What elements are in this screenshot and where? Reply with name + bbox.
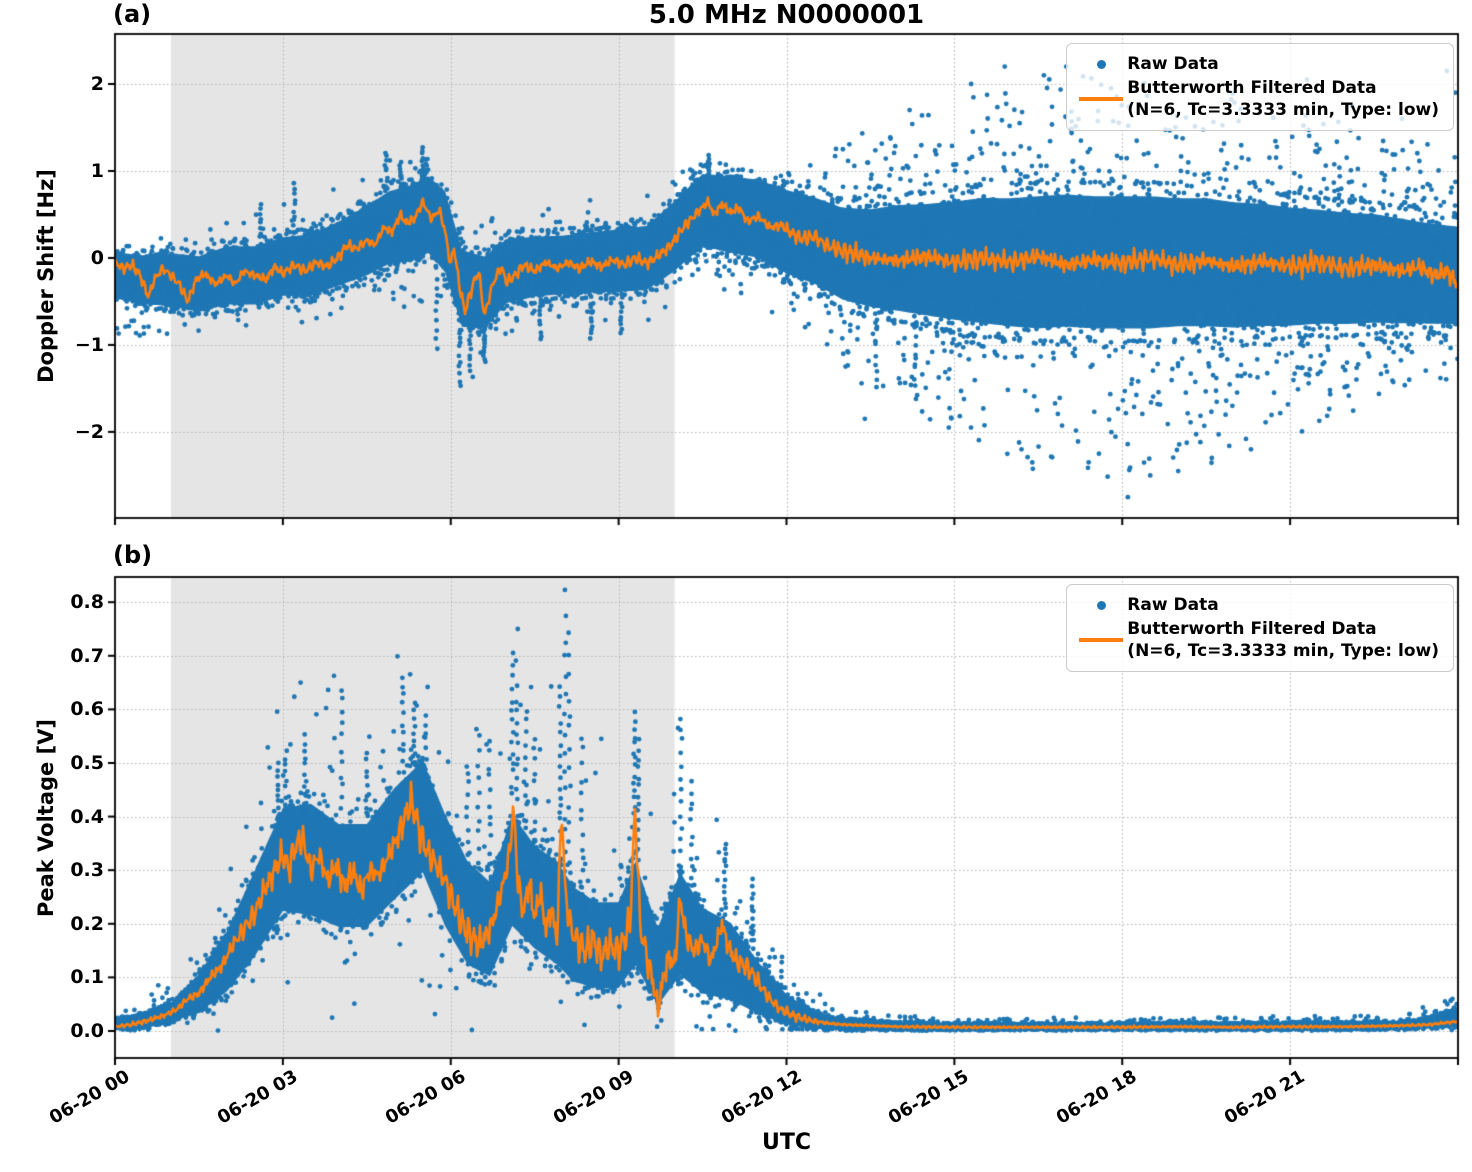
y-tick-label: 0.2 [70, 912, 104, 935]
legend-entry-raw-data: Raw Data [1075, 53, 1439, 75]
y-tick-label: 0.3 [70, 859, 104, 882]
panel-b-legend: Raw Data Butterworth Filtered Data (N=6,… [1066, 584, 1454, 673]
panel-a-label: (a) [113, 0, 152, 28]
scatter-dot-icon [1096, 600, 1106, 610]
legend-filtered-title: Butterworth Filtered Data [1127, 78, 1377, 99]
y-tick-label: 0 [90, 246, 104, 269]
y-tick-label: 0.7 [70, 644, 104, 667]
y-tick-label: 0.0 [70, 1019, 104, 1042]
legend-filtered-params: (N=6, Tc=3.3333 min, Type: low) [1127, 100, 1439, 121]
figure-title: 5.0 MHz N0000001 [648, 0, 925, 30]
legend-entry-raw-data: Raw Data [1075, 594, 1439, 616]
panel-a-legend: Raw Data Butterworth Filtered Data (N=6,… [1066, 43, 1454, 132]
scatter-dot-icon [1096, 59, 1106, 69]
y-tick-label: 0.4 [70, 805, 104, 828]
raw-data-marker [1075, 59, 1127, 69]
legend-filtered-label: Butterworth Filtered Data (N=6, Tc=3.333… [1127, 618, 1439, 662]
x-axis-label: UTC [761, 1130, 812, 1155]
line-marker-icon [1079, 638, 1124, 642]
y-tick-label: 0.8 [70, 591, 104, 614]
line-marker-icon [1079, 97, 1124, 101]
raw-data-marker [1075, 600, 1127, 610]
legend-entry-filtered-data: Butterworth Filtered Data (N=6, Tc=3.333… [1075, 77, 1439, 121]
filtered-data-marker [1075, 638, 1127, 642]
legend-filtered-title: Butterworth Filtered Data [1127, 619, 1377, 640]
y-tick-label: 0.6 [70, 698, 104, 721]
y-tick-label: −1 [74, 333, 104, 356]
y-tick-label: 0.1 [70, 966, 104, 989]
y-tick-label: −2 [74, 420, 104, 443]
filtered-data-marker [1075, 97, 1127, 101]
legend-entry-filtered-data: Butterworth Filtered Data (N=6, Tc=3.333… [1075, 618, 1439, 662]
y-tick-label: 1 [90, 159, 104, 182]
legend-filtered-params: (N=6, Tc=3.3333 min, Type: low) [1127, 641, 1439, 662]
y-tick-label: 0.5 [70, 751, 104, 774]
legend-filtered-label: Butterworth Filtered Data (N=6, Tc=3.333… [1127, 77, 1439, 121]
legend-raw-label: Raw Data [1127, 54, 1219, 74]
legend-raw-label: Raw Data [1127, 595, 1219, 615]
y-tick-label: 2 [90, 73, 104, 95]
panel-b-label: (b) [113, 541, 153, 569]
